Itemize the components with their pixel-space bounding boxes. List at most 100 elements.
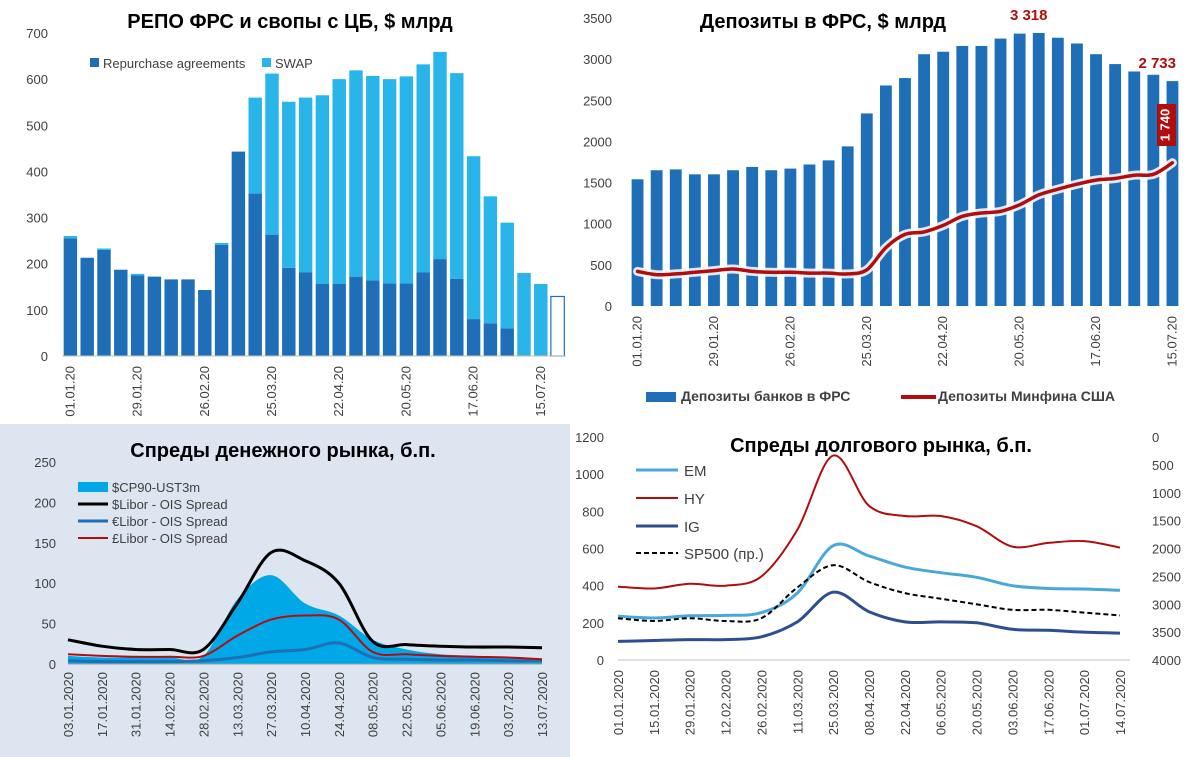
bar-repo xyxy=(349,276,363,356)
bar-repo xyxy=(248,193,262,356)
legend-label-swap: SWAP xyxy=(275,56,313,71)
y-tick-label: 50 xyxy=(42,617,56,632)
x-tick-label: 26.02.2020 xyxy=(754,670,769,735)
y-tick-label: 200 xyxy=(26,257,48,272)
x-tick-label: 11.03.2020 xyxy=(790,670,805,734)
y2-tick-label: 0 xyxy=(1152,430,1159,445)
bar-banks xyxy=(727,170,739,306)
bar-banks xyxy=(669,169,682,306)
bar-banks xyxy=(899,78,911,306)
line-sp500 xyxy=(617,564,1121,623)
bar-repo xyxy=(147,276,162,356)
legend-swatch-repo xyxy=(90,58,99,67)
bar-repo xyxy=(130,275,145,356)
y-tick-label: 0 xyxy=(597,653,604,668)
bar-banks xyxy=(1051,37,1064,307)
y-tick-label: 2000 xyxy=(583,134,612,149)
bar-banks xyxy=(784,168,797,306)
x-tick-label: 08.04.2020 xyxy=(862,670,877,735)
x-tick-label: 17.01.2020 xyxy=(95,672,110,737)
x-tick-label: 15.01.2020 xyxy=(647,670,662,735)
legend-label-repo: Repurchase agreements xyxy=(103,56,246,71)
fed-deposits-chart-panel: Депозиты в ФРС, $ млрд Депозиты банков в… xyxy=(570,0,1202,424)
bar-banks xyxy=(1032,32,1045,306)
x-tick-label: 20.05.20 xyxy=(1012,316,1027,367)
bar-swap xyxy=(433,51,447,260)
y-tick-label: 150 xyxy=(34,536,56,551)
bar-repo xyxy=(97,249,111,356)
x-tick-label: 01.01.20 xyxy=(630,316,645,367)
x-tick-label: 01.01.20 xyxy=(62,366,77,417)
x-tick-label: 19.06.2020 xyxy=(467,672,482,737)
legend-label-ig: IG xyxy=(684,519,700,536)
x-tick-label: 28.02.2020 xyxy=(196,672,211,737)
x-tick-label: 13.03.2020 xyxy=(230,672,245,737)
legend-label-hy: HY xyxy=(684,491,705,508)
bar-repo xyxy=(315,284,330,356)
legend-label-em: EM xyxy=(684,463,707,480)
bar-swap xyxy=(332,79,346,285)
y-tick-label: 250 xyxy=(34,455,56,470)
bar-swap xyxy=(500,222,514,329)
x-tick-label: 01.07.2020 xyxy=(1077,670,1092,735)
x-tick-label: 03.01.2020 xyxy=(61,672,76,737)
y-tick-label: 100 xyxy=(34,576,56,591)
x-tick-label: 27.03.2020 xyxy=(264,672,279,737)
bars-layer: 0 500 1000 1500 2000 2500 3000 3500 01.01.20 29.0… xyxy=(583,7,1179,367)
bar-banks xyxy=(918,54,931,306)
bar-repo xyxy=(231,151,246,356)
bar-repo xyxy=(214,244,229,356)
x-tick-label: 24.04.2020 xyxy=(332,672,347,737)
legend-label-libor-eur: €Libor - OIS Spread xyxy=(112,514,228,529)
x-tick-label: 14.07.2020 xyxy=(1113,670,1128,735)
x-tick-label: 17.06.2020 xyxy=(1041,670,1056,735)
y-tick-label: 600 xyxy=(26,72,48,87)
legend-swatch-cp xyxy=(78,482,108,492)
y-tick-label: 3500 xyxy=(583,11,612,26)
y2-tick-label: 3500 xyxy=(1152,625,1181,640)
y2-tick-label: 4000 xyxy=(1152,653,1181,668)
bar-banks xyxy=(765,170,778,306)
bar-repo xyxy=(500,328,514,356)
y-tick-label: 1000 xyxy=(583,217,612,232)
bar-swap xyxy=(349,70,363,277)
bar-repo xyxy=(198,290,212,356)
x-tick-label: 08.05.2020 xyxy=(366,672,381,737)
bar-swap xyxy=(483,196,498,324)
bar-banks xyxy=(879,85,892,306)
chart-title: Спреды долгового рынка, б.п. xyxy=(730,435,1032,457)
money-market-spreads-chart: Спреды денежного рынка, б.п. $CP90-UST3m… xyxy=(34,440,550,737)
x-tick-label: 01.01.2020 xyxy=(611,670,626,735)
bar-swap xyxy=(534,284,548,356)
bar-banks xyxy=(956,45,969,306)
bar-banks xyxy=(1109,64,1122,306)
data-label-last-bar: 2 733 xyxy=(1138,55,1176,72)
bar-swap xyxy=(214,242,229,245)
legend-label-cp: $CP90-UST3m xyxy=(112,480,200,495)
bar-swap xyxy=(130,273,145,276)
y2-tick-label: 2500 xyxy=(1152,569,1181,584)
bar-banks xyxy=(688,174,701,306)
bar-banks xyxy=(803,164,816,306)
bar-repo xyxy=(366,280,380,356)
x-tick-label: 10.04.2020 xyxy=(298,672,313,737)
bar-repo xyxy=(332,284,346,356)
bar-banks xyxy=(1147,74,1160,306)
line-minfin xyxy=(635,161,1175,277)
bar-swap xyxy=(399,76,414,284)
bar-swap xyxy=(282,101,296,268)
y-tick-label: 400 xyxy=(26,164,48,179)
debt-market-spreads-panel: Спреды долгового рынка, б.п. EM HY IG SP… xyxy=(570,424,1202,757)
data-label-last-line: 1 740 xyxy=(1157,109,1172,142)
money-market-spreads-panel: Спреды денежного рынка, б.п. $CP90-UST3m… xyxy=(0,424,570,757)
y2-tick-label: 1500 xyxy=(1152,514,1181,529)
bar-swap xyxy=(298,97,313,273)
legend-label-libor-gbp: £Libor - OIS Spread xyxy=(112,531,228,546)
bar-repo xyxy=(450,278,464,356)
bar-banks xyxy=(746,166,759,306)
x-tick-label: 13.07.2020 xyxy=(535,672,550,737)
legend-swatch-swap xyxy=(262,58,271,67)
x-tick-label: 20.05.2020 xyxy=(970,670,985,735)
chart-title: Депозиты в ФРС, $ млрд xyxy=(700,11,947,33)
y-tick-label: 0 xyxy=(41,349,48,364)
